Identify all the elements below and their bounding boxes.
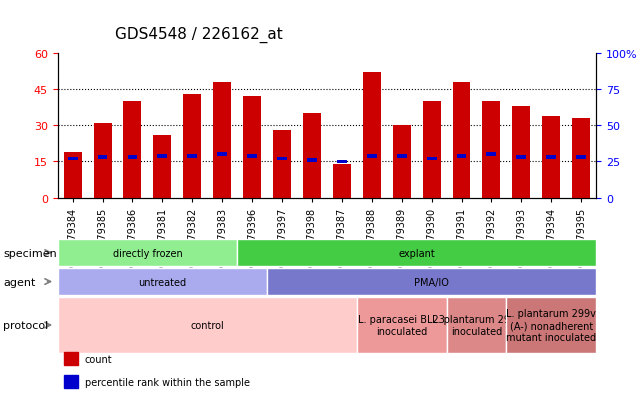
Bar: [307, 159, 317, 162]
Bar: [572, 119, 590, 198]
Bar: [63, 152, 81, 198]
Bar: [427, 157, 437, 161]
Bar: [546, 156, 556, 159]
Bar: [247, 154, 257, 158]
Text: explant: explant: [398, 248, 435, 258]
Bar: [542, 116, 560, 198]
Bar: [97, 156, 108, 159]
Bar: [187, 154, 197, 158]
Bar: [183, 95, 201, 198]
Text: untreated: untreated: [138, 277, 187, 287]
Text: L. paracasei BL23
inoculated: L. paracasei BL23 inoculated: [358, 314, 445, 336]
Text: L. plantarum 299v
inoculated: L. plantarum 299v inoculated: [431, 314, 521, 336]
Bar: [333, 164, 351, 198]
Bar: [124, 102, 142, 198]
Bar: [303, 114, 321, 198]
Bar: [153, 135, 171, 198]
Bar: [64, 352, 78, 366]
Text: PMA/IO: PMA/IO: [414, 277, 449, 287]
Text: directly frozen: directly frozen: [113, 248, 182, 258]
Bar: [158, 154, 167, 158]
Bar: [512, 107, 530, 198]
Text: GDS4548 / 226162_at: GDS4548 / 226162_at: [115, 27, 283, 43]
Text: specimen: specimen: [3, 248, 57, 258]
Text: count: count: [85, 354, 112, 364]
Bar: [217, 153, 227, 157]
Text: protocol: protocol: [3, 320, 49, 330]
Text: agent: agent: [3, 277, 36, 287]
Bar: [453, 83, 470, 198]
Bar: [94, 123, 112, 198]
Bar: [273, 131, 291, 198]
Bar: [456, 154, 467, 158]
Bar: [422, 102, 440, 198]
Bar: [68, 157, 78, 161]
Text: L. plantarum 299v
(A-) nonadherent
mutant inoculated: L. plantarum 299v (A-) nonadherent mutan…: [506, 309, 596, 342]
Bar: [277, 157, 287, 161]
Bar: [213, 83, 231, 198]
Bar: [576, 156, 586, 159]
Bar: [363, 73, 381, 198]
Bar: [517, 156, 526, 159]
Bar: [367, 154, 377, 158]
Bar: [64, 375, 78, 388]
Bar: [483, 102, 501, 198]
Bar: [243, 97, 261, 198]
Bar: [128, 156, 137, 159]
Text: control: control: [190, 320, 224, 330]
Bar: [487, 153, 496, 157]
Bar: [393, 126, 411, 198]
Text: percentile rank within the sample: percentile rank within the sample: [85, 377, 249, 387]
Bar: [397, 154, 406, 158]
Bar: [337, 160, 347, 164]
